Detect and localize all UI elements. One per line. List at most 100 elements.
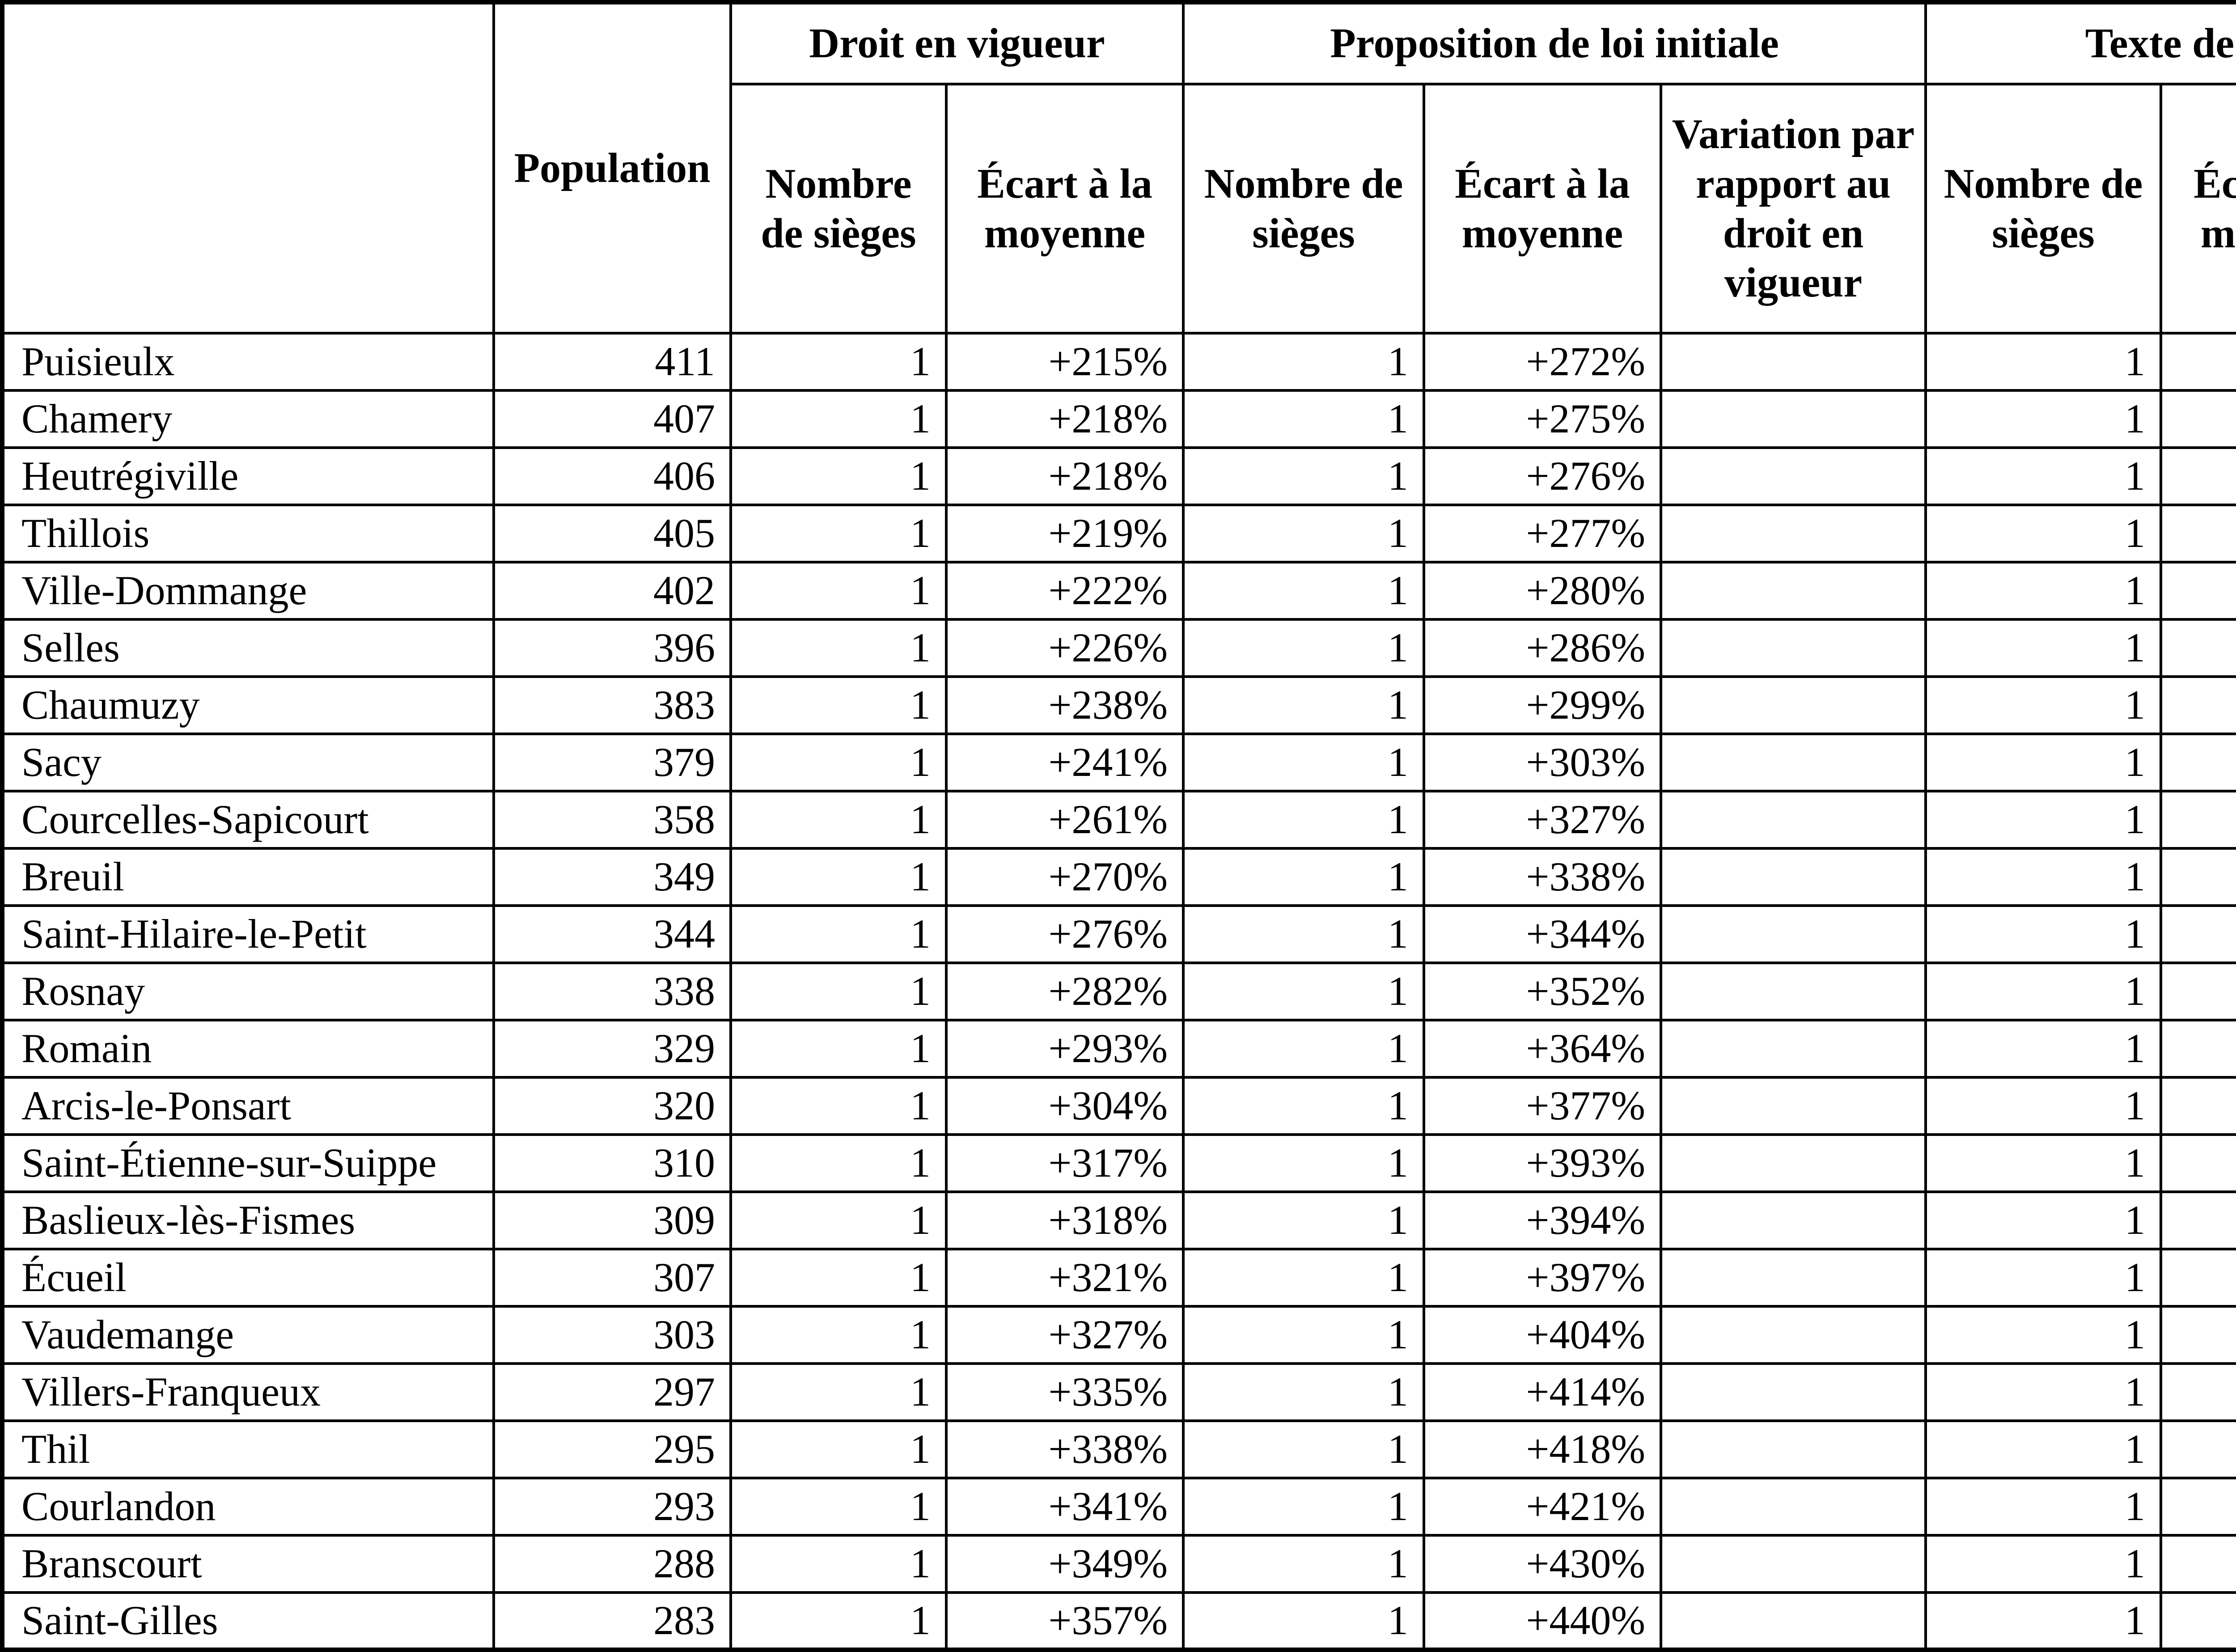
droit-nombre-sieges-cell: 1: [729, 733, 948, 792]
col-header-droit-nombre-sieges: Nombre de sièges: [729, 83, 948, 335]
pdl-variation-cell: [1660, 389, 1927, 449]
droit-nombre-sieges-cell: 1: [729, 675, 948, 735]
pdl-ecart-moyenne-cell: +421%: [1423, 1477, 1663, 1537]
com-ecart-moyenne-cell: +345%: [2160, 1591, 2236, 1651]
pdl-ecart-moyenne-cell: +418%: [1423, 1419, 1663, 1479]
population-cell: 402: [492, 561, 732, 621]
droit-nombre-sieges-cell: 1: [729, 904, 948, 964]
table-header: Population Droit en vigueur Proposition …: [1, 1, 2236, 335]
pdl-nombre-sieges-cell: 1: [1182, 962, 1426, 1021]
population-cell: 329: [492, 1019, 732, 1079]
table-row: Breuil 349 1 +270% 1 +338% 1 +261%: [1, 847, 2236, 907]
commune-name-cell: Arcis-le-Ponsart: [1, 1076, 495, 1136]
pdl-ecart-moyenne-cell: +275%: [1423, 389, 1663, 449]
com-nombre-sieges-cell: 1: [1924, 847, 2163, 907]
droit-ecart-moyenne-cell: +357%: [944, 1591, 1185, 1651]
droit-ecart-moyenne-cell: +218%: [944, 446, 1185, 506]
pdl-nombre-sieges-cell: 1: [1182, 1591, 1426, 1651]
col-header-pdl-variation: Variation par rapport au droit en vigueu…: [1660, 83, 1927, 335]
population-cell: 297: [492, 1362, 732, 1422]
pdl-variation-cell: [1660, 1591, 1927, 1651]
pdl-ecart-moyenne-cell: +440%: [1423, 1591, 1663, 1651]
pdl-nombre-sieges-cell: 1: [1182, 1305, 1426, 1365]
population-cell: 358: [492, 790, 732, 850]
com-ecart-moyenne-cell: +337%: [2160, 1534, 2236, 1594]
col-header-com-nombre-sieges: Nombre de sièges: [1924, 83, 2163, 335]
pdl-variation-cell: [1660, 1019, 1927, 1079]
table-body: Puisieulx 411 1 +215% 1 +272% 1 +206% Ch…: [1, 332, 2236, 1651]
pdl-ecart-moyenne-cell: +414%: [1423, 1362, 1663, 1422]
population-cell: 320: [492, 1076, 732, 1136]
com-ecart-moyenne-cell: +261%: [2160, 847, 2236, 907]
com-nombre-sieges-cell: 1: [1924, 504, 2163, 563]
com-ecart-moyenne-cell: +306%: [2160, 1133, 2236, 1193]
com-ecart-moyenne-cell: +211%: [2160, 504, 2236, 563]
pdl-ecart-moyenne-cell: +364%: [1423, 1019, 1663, 1079]
com-nombre-sieges-cell: 1: [1924, 1133, 2163, 1193]
droit-ecart-moyenne-cell: +318%: [944, 1190, 1185, 1250]
droit-nombre-sieges-cell: 1: [729, 1419, 948, 1479]
commune-name-cell: Saint-Étienne-sur-Suippe: [1, 1133, 495, 1193]
droit-ecart-moyenne-cell: +241%: [944, 733, 1185, 792]
pdl-variation-cell: [1660, 1362, 1927, 1422]
corner-cell: [1, 1, 495, 335]
com-ecart-moyenne-cell: +324%: [2160, 1362, 2236, 1422]
com-nombre-sieges-cell: 1: [1924, 1591, 2163, 1651]
droit-ecart-moyenne-cell: +341%: [944, 1477, 1185, 1537]
droit-nombre-sieges-cell: 1: [729, 790, 948, 850]
com-nombre-sieges-cell: 1: [1924, 618, 2163, 678]
droit-nombre-sieges-cell: 1: [729, 446, 948, 506]
table-row: Puisieulx 411 1 +215% 1 +272% 1 +206%: [1, 332, 2236, 392]
pdl-nombre-sieges-cell: 1: [1182, 1419, 1426, 1479]
col-header-pdl-nombre-sieges: Nombre de sièges: [1182, 83, 1426, 335]
com-ecart-moyenne-cell: +266%: [2160, 904, 2236, 964]
table-row: Ville-Dommange 402 1 +222% 1 +280% 1 +21…: [1, 561, 2236, 621]
droit-nombre-sieges-cell: 1: [729, 1534, 948, 1594]
com-ecart-moyenne-cell: +283%: [2160, 1019, 2236, 1079]
com-nombre-sieges-cell: 1: [1924, 1190, 2163, 1250]
pdl-nombre-sieges-cell: 1: [1182, 446, 1426, 506]
com-nombre-sieges-cell: 1: [1924, 1477, 2163, 1537]
group-header-droit-en-vigueur: Droit en vigueur: [729, 1, 1185, 85]
droit-ecart-moyenne-cell: +335%: [944, 1362, 1185, 1422]
pdl-variation-cell: [1660, 1076, 1927, 1136]
population-cell: 293: [492, 1477, 732, 1537]
population-cell: 383: [492, 675, 732, 735]
com-nombre-sieges-cell: 1: [1924, 332, 2163, 392]
pdl-nombre-sieges-cell: 1: [1182, 1362, 1426, 1422]
group-header-proposition-loi: Proposition de loi initiale: [1182, 1, 1927, 85]
table-row: Arcis-le-Ponsart 320 1 +304% 1 +377% 1 +…: [1, 1076, 2236, 1136]
com-ecart-moyenne-cell: +273%: [2160, 962, 2236, 1021]
commune-name-cell: Heutrégiville: [1, 446, 495, 506]
droit-ecart-moyenne-cell: +218%: [944, 389, 1185, 449]
pdl-ecart-moyenne-cell: +338%: [1423, 847, 1663, 907]
pdl-nombre-sieges-cell: 1: [1182, 1477, 1426, 1537]
pdl-ecart-moyenne-cell: +394%: [1423, 1190, 1663, 1250]
commune-name-cell: Chamery: [1, 389, 495, 449]
com-nombre-sieges-cell: 1: [1924, 389, 2163, 449]
pdl-ecart-moyenne-cell: +404%: [1423, 1305, 1663, 1365]
population-cell: 303: [492, 1305, 732, 1365]
commune-name-cell: Ville-Dommange: [1, 561, 495, 621]
group-header-texte-commission: Texte de la commission: [1924, 1, 2236, 85]
com-nombre-sieges-cell: 1: [1924, 904, 2163, 964]
pdl-variation-cell: [1660, 561, 1927, 621]
droit-nombre-sieges-cell: 1: [729, 504, 948, 563]
pdl-ecart-moyenne-cell: +397%: [1423, 1248, 1663, 1308]
com-nombre-sieges-cell: 1: [1924, 1076, 2163, 1136]
pdl-nombre-sieges-cell: 1: [1182, 1019, 1426, 1079]
commune-name-cell: Selles: [1, 618, 495, 678]
pdl-variation-cell: [1660, 1534, 1927, 1594]
com-ecart-moyenne-cell: +308%: [2160, 1190, 2236, 1250]
pdl-ecart-moyenne-cell: +280%: [1423, 561, 1663, 621]
droit-ecart-moyenne-cell: +321%: [944, 1248, 1185, 1308]
table-row: Sacy 379 1 +241% 1 +303% 1 +232%: [1, 733, 2236, 792]
pdl-variation-cell: [1660, 790, 1927, 850]
population-cell: 309: [492, 1190, 732, 1250]
pdl-nombre-sieges-cell: 1: [1182, 675, 1426, 735]
table-row: Thil 295 1 +338% 1 +418% 1 +327%: [1, 1419, 2236, 1479]
commune-name-cell: Vaudemange: [1, 1305, 495, 1365]
col-header-com-ecart-moyenne: Écart à la moyenne: [2160, 83, 2236, 335]
commune-name-cell: Saint-Hilaire-le-Petit: [1, 904, 495, 964]
droit-nombre-sieges-cell: 1: [729, 1362, 948, 1422]
